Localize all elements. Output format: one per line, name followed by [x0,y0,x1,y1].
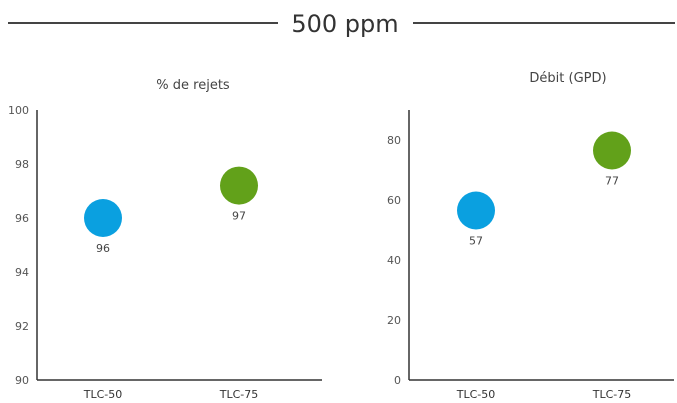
rejection-point-tlc-50 [84,199,122,237]
rejection-y-tick-label: 100 [8,104,29,117]
flow-y-tick-label: 80 [387,134,401,147]
rejection-y-tick-label: 98 [15,158,29,171]
flow-point-tlc-75 [593,131,631,170]
rejection-data-label: 97 [232,210,246,223]
rejection-y-tick-label: 96 [15,212,29,225]
rejection-y-tick-label: 90 [15,374,29,387]
flow-y-tick-label: 60 [387,194,401,207]
flow-data-label: 57 [469,235,483,248]
flow-title: Débit (GPD) [529,71,606,86]
flow-x-tick-label: TLC-75 [592,388,632,401]
rejection-y-tick-label: 92 [15,320,29,333]
flow-point-tlc-50 [457,191,495,230]
flow-x-tick-label: TLC-50 [456,388,496,401]
chart-flow: Débit (GPD) 0 20 40 60 80 57 TLC-50 77 TLC-75 [387,71,674,401]
rejection-point-tlc-75 [220,166,258,205]
rejection-title: % de rejets [156,78,230,93]
flow-y-tick-label: 0 [394,374,401,387]
rejection-x-tick-label: TLC-50 [83,388,123,401]
rejection-y-tick-label: 94 [15,266,29,279]
flow-data-label: 77 [605,175,619,188]
flow-y-tick-label: 40 [387,254,401,267]
rejection-x-tick-label: TLC-75 [219,388,259,401]
chart-rejection: % de rejets 90 92 94 96 98 100 96 TLC-50 97 TLC-75 [8,78,322,401]
header-title: 500 ppm [291,10,398,38]
rejection-data-label: 96 [96,242,110,255]
flow-y-tick-label: 20 [387,314,401,327]
